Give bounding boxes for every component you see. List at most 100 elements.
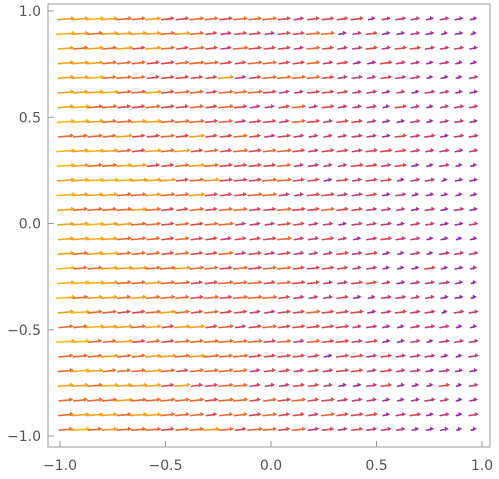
vector-arrow [410,309,421,314]
vector-arrow [130,426,147,432]
vector-arrow [144,411,162,417]
vector-arrow [276,177,292,182]
vector-arrow [335,353,350,358]
vector-arrow [455,426,463,432]
vector-arrow [85,74,105,80]
vector-arrow [189,89,205,94]
vector-arrow [144,118,163,124]
vector-arrow [365,30,378,36]
vector-arrow [395,367,406,373]
vector-arrow [365,411,378,417]
vector-arrow [365,192,378,197]
vector-arrow [276,236,292,241]
vector-arrow [366,133,378,138]
vector-arrow [71,30,90,36]
vector-arrow [189,338,205,344]
vector-arrow [57,250,75,256]
vector-arrow [204,16,219,21]
vector-arrow [322,60,334,65]
vector-arrow [469,265,478,270]
vector-arrow [394,148,407,153]
vector-arrow [175,74,190,80]
vector-arrow [102,338,117,344]
vector-arrow [380,294,392,300]
vector-arrow [380,353,393,358]
vector-arrow [86,60,104,65]
vector-arrow [204,309,219,314]
vector-arrow [454,221,464,226]
vector-arrow [145,16,162,21]
vector-arrow [307,382,320,388]
vector-arrow [410,294,421,300]
vector-arrow [87,353,103,358]
vector-arrow [205,89,218,94]
vector-arrow [336,16,349,21]
vector-arrow [188,162,206,168]
vector-arrow [145,397,162,402]
vector-arrow [292,265,305,270]
vector-arrow [469,323,478,329]
vector-arrow [278,192,290,197]
vector-arrow [396,397,405,402]
vector-arrow [188,192,206,197]
vector-arrow [204,148,219,153]
vector-arrow [161,382,175,388]
vector-arrow [233,206,248,212]
vector-arrow [424,309,436,314]
vector-arrow [351,221,363,226]
vector-arrow [439,162,450,168]
vector-arrow [161,426,175,432]
vector-arrow [321,397,335,402]
vector-arrow [439,118,450,124]
vector-arrow [293,16,305,21]
vector-arrow [336,177,349,182]
vector-arrow [411,192,420,197]
vector-arrow [439,397,450,402]
vector-arrow [352,30,362,36]
vector-arrow [292,353,306,358]
vector-arrow [379,367,393,373]
vector-arrow [262,89,277,94]
vector-arrow [293,89,304,94]
vector-arrow [116,236,132,241]
vector-arrow [395,353,407,358]
vector-arrow [307,206,320,212]
vector-arrow [58,353,74,358]
vector-arrow [161,338,175,344]
vector-arrow [337,45,348,50]
vector-arrow [468,104,479,109]
vector-arrow [189,367,205,373]
vector-arrow [217,221,235,226]
vector-arrow [161,16,175,21]
vector-arrow [410,397,420,402]
vector-arrow [441,309,448,314]
vector-arrow [232,45,249,50]
vector-arrow [189,118,205,124]
vector-arrow [321,236,335,241]
vector-arrow [321,89,335,94]
vector-arrow [219,192,233,197]
vector-arrow [351,148,363,153]
vector-arrow [160,192,176,197]
vector-arrow [469,367,478,373]
vector-arrow [263,280,276,285]
vector-arrow [145,294,161,300]
vector-arrow [204,221,219,226]
vector-arrow [453,45,465,50]
vector-arrow [205,30,218,36]
vector-arrow [232,353,249,358]
vector-arrow [101,16,118,21]
vector-arrow [468,221,479,226]
vector-arrow [175,16,190,21]
vector-arrow [87,265,103,270]
vector-arrow [337,162,348,168]
vector-arrow [248,162,262,168]
vector-arrow [277,280,292,285]
vector-arrow [145,426,162,432]
vector-arrow [160,60,175,65]
vector-arrow [278,426,291,432]
vector-arrow [235,221,247,226]
vector-arrow [396,382,405,388]
vector-arrow [262,16,278,21]
vector-arrow [410,323,421,329]
